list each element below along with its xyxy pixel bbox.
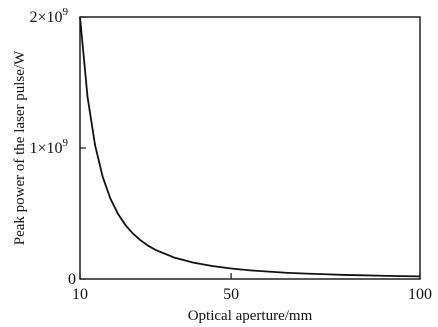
y-tick-label: 1×109 [29, 137, 68, 157]
series-layer [79, 16, 421, 278]
y-tick-label-base: 1×10 [29, 140, 62, 157]
plot-frame [79, 16, 421, 280]
y-tick-label-exponent: 9 [63, 137, 69, 149]
y-tick-label: 2×109 [29, 6, 68, 26]
series-line [79, 16, 421, 278]
x-tick-label: 100 [408, 286, 432, 303]
y-tick-label: 0 [68, 271, 76, 288]
x-axis-ticks: 10 50 100 [72, 273, 432, 303]
x-axis-title: Optical aperture/mm [188, 308, 313, 324]
y-tick-label-base: 2×10 [29, 9, 62, 26]
x-tick-label: 50 [223, 286, 239, 303]
y-tick-label-exponent: 9 [63, 6, 69, 18]
x-tick-label: 10 [72, 286, 88, 303]
y-axis-title: Peak power of the laser pulse/W [12, 50, 28, 245]
